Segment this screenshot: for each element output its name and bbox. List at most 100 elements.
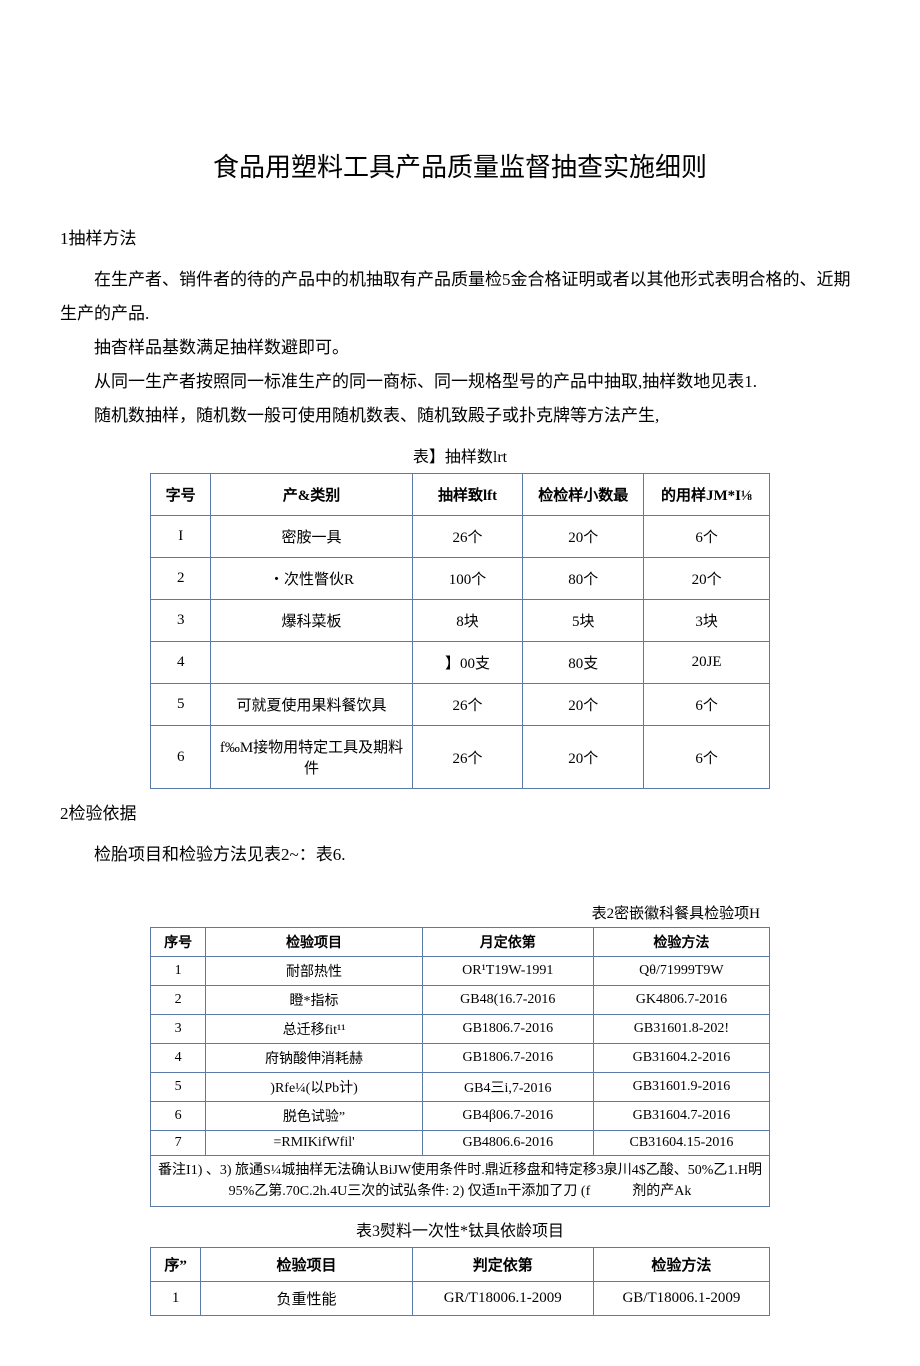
- table1: 字号 产&类别 抽样致lft 检检样小数最 的用样JM*I⅛ I密胺一具26个2…: [150, 473, 770, 789]
- table-row: I密胺一具26个20个6个: [151, 516, 770, 558]
- td: 20个: [523, 726, 644, 789]
- section1-p2: 抽杳样品基数满足抽样数避即可。: [60, 331, 860, 365]
- section2-p1: 检胎项目和检验方法见表2~：表6.: [60, 838, 860, 872]
- table-row: 2瞪*指标GB48(16.7-2016GK4806.7-2016: [151, 986, 770, 1015]
- table2-body: 1耐部热性OR¹T19W-1991Qθ/71999T9W2瞪*指标GB48(16…: [151, 957, 770, 1156]
- td: GB31601.9-2016: [593, 1073, 769, 1102]
- table2-footnote-row: 番注I1) 、3) 旅通S¼城抽样无法确认BiJW使用条件时.鼎近移盘和特定移3…: [151, 1156, 770, 1207]
- th: 检验项目: [201, 1248, 412, 1282]
- section1-head: 1抽样方法: [60, 224, 860, 249]
- td: GB1806.7-2016: [422, 1015, 593, 1044]
- td: 6个: [644, 684, 770, 726]
- td: 脱色试验”: [206, 1102, 422, 1131]
- th: 检验方法: [593, 1248, 769, 1282]
- table1-body: I密胺一具26个20个6个2・次性瞥伙R100个80个20个3爆科菜板8块5块3…: [151, 516, 770, 789]
- table-row: 6f‰M接物用特定工具及期料件26个20个6个: [151, 726, 770, 789]
- table-row: 7=RMIKifWfil'GB4806.6-2016CB31604.15-201…: [151, 1131, 770, 1156]
- table3-caption: 表3熨料一次性*钛具依龄项目: [60, 1217, 860, 1241]
- table2: 序号 检验项目 月定依第 检验方法 1耐部热性OR¹T19W-1991Qθ/71…: [150, 927, 770, 1207]
- td: 府钠酸伸消耗赫: [206, 1044, 422, 1073]
- td: 瞪*指标: [206, 986, 422, 1015]
- table2-caption: 表2密嵌徽科餐具检验项H: [60, 902, 860, 923]
- table1-caption: 表】抽样数lrt: [60, 443, 860, 467]
- td: [211, 642, 412, 684]
- td: GR/T18006.1-2009: [412, 1282, 593, 1316]
- td: GK4806.7-2016: [593, 986, 769, 1015]
- td: 3: [151, 600, 211, 642]
- td: GB31601.8-202!: [593, 1015, 769, 1044]
- section2-head: 2检验依据: [60, 799, 860, 824]
- table2-footnote: 番注I1) 、3) 旅通S¼城抽样无法确认BiJW使用条件时.鼎近移盘和特定移3…: [151, 1156, 770, 1207]
- td: 5: [151, 684, 211, 726]
- td: 2: [151, 986, 206, 1015]
- td: GB4806.6-2016: [422, 1131, 593, 1156]
- table3: 序” 检验项目 判定依第 检验方法 1负重性能GR/T18006.1-2009G…: [150, 1247, 770, 1316]
- td: 6个: [644, 726, 770, 789]
- th: 字号: [151, 474, 211, 516]
- td: =RMIKifWfil': [206, 1131, 422, 1156]
- td: 100个: [412, 558, 523, 600]
- th: 判定依第: [412, 1248, 593, 1282]
- td: GB48(16.7-2016: [422, 986, 593, 1015]
- td: 6个: [644, 516, 770, 558]
- section1-p3: 从同一生产者按照同一标准生产的同一商标、同一规格型号的产品中抽取,抽样数地见表1…: [60, 365, 860, 399]
- td: 1: [151, 957, 206, 986]
- page-title: 食品用塑料工具产品质量监督抽查实施细则: [60, 147, 860, 184]
- table-header-row: 序” 检验项目 判定依第 检验方法: [151, 1248, 770, 1282]
- td: 密胺一具: [211, 516, 412, 558]
- table-row: 6脱色试验”GB4β06.7-2016GB31604.7-2016: [151, 1102, 770, 1131]
- th: 产&类别: [211, 474, 412, 516]
- table-header-row: 序号 检验项目 月定依第 检验方法: [151, 928, 770, 957]
- td: 耐部热性: [206, 957, 422, 986]
- td: CB31604.15-2016: [593, 1131, 769, 1156]
- td: 5块: [523, 600, 644, 642]
- th: 检检样小数最: [523, 474, 644, 516]
- td: 4: [151, 1044, 206, 1073]
- td: 20个: [523, 516, 644, 558]
- td: GB/T18006.1-2009: [593, 1282, 769, 1316]
- table-row: 3总迁移fit¹¹GB1806.7-2016GB31601.8-202!: [151, 1015, 770, 1044]
- th: 检验方法: [593, 928, 769, 957]
- th: 序”: [151, 1248, 201, 1282]
- td: 2: [151, 558, 211, 600]
- td: 26个: [412, 516, 523, 558]
- section1-p4: 随机数抽样，随机数一般可使用随机数表、随机致殿子或扑克牌等方法产生,: [60, 399, 860, 433]
- td: 20JE: [644, 642, 770, 684]
- td: 】00支: [412, 642, 523, 684]
- td: GB31604.7-2016: [593, 1102, 769, 1131]
- td: I: [151, 516, 211, 558]
- td: OR¹T19W-1991: [422, 957, 593, 986]
- td: 爆科菜板: [211, 600, 412, 642]
- td: GB1806.7-2016: [422, 1044, 593, 1073]
- td: 80支: [523, 642, 644, 684]
- td: 7: [151, 1131, 206, 1156]
- td: 5: [151, 1073, 206, 1102]
- td: 总迁移fit¹¹: [206, 1015, 422, 1044]
- td: GB4β06.7-2016: [422, 1102, 593, 1131]
- td: Qθ/71999T9W: [593, 957, 769, 986]
- td: ・次性瞥伙R: [211, 558, 412, 600]
- td: 负重性能: [201, 1282, 412, 1316]
- table-row: 2・次性瞥伙R100个80个20个: [151, 558, 770, 600]
- table-row: 5可就夏使用果料餐饮具26个20个6个: [151, 684, 770, 726]
- td: 80个: [523, 558, 644, 600]
- td: f‰M接物用特定工具及期料件: [211, 726, 412, 789]
- th: 抽样致lft: [412, 474, 523, 516]
- table-row: 3爆科菜板8块5块3块: [151, 600, 770, 642]
- table3-body: 1负重性能GR/T18006.1-2009GB/T18006.1-2009: [151, 1282, 770, 1316]
- td: 可就夏使用果料餐饮具: [211, 684, 412, 726]
- td: GB31604.2-2016: [593, 1044, 769, 1073]
- th: 的用样JM*I⅛: [644, 474, 770, 516]
- td: 26个: [412, 726, 523, 789]
- td: )Rfe¼(以Pb计): [206, 1073, 422, 1102]
- th: 月定依第: [422, 928, 593, 957]
- td: 20个: [644, 558, 770, 600]
- table-row: 4府钠酸伸消耗赫GB1806.7-2016GB31604.2-2016: [151, 1044, 770, 1073]
- table-row: 1负重性能GR/T18006.1-2009GB/T18006.1-2009: [151, 1282, 770, 1316]
- td: 1: [151, 1282, 201, 1316]
- td: 3块: [644, 600, 770, 642]
- th: 检验项目: [206, 928, 422, 957]
- td: 4: [151, 642, 211, 684]
- table-row: 1耐部热性OR¹T19W-1991Qθ/71999T9W: [151, 957, 770, 986]
- table-header-row: 字号 产&类别 抽样致lft 检检样小数最 的用样JM*I⅛: [151, 474, 770, 516]
